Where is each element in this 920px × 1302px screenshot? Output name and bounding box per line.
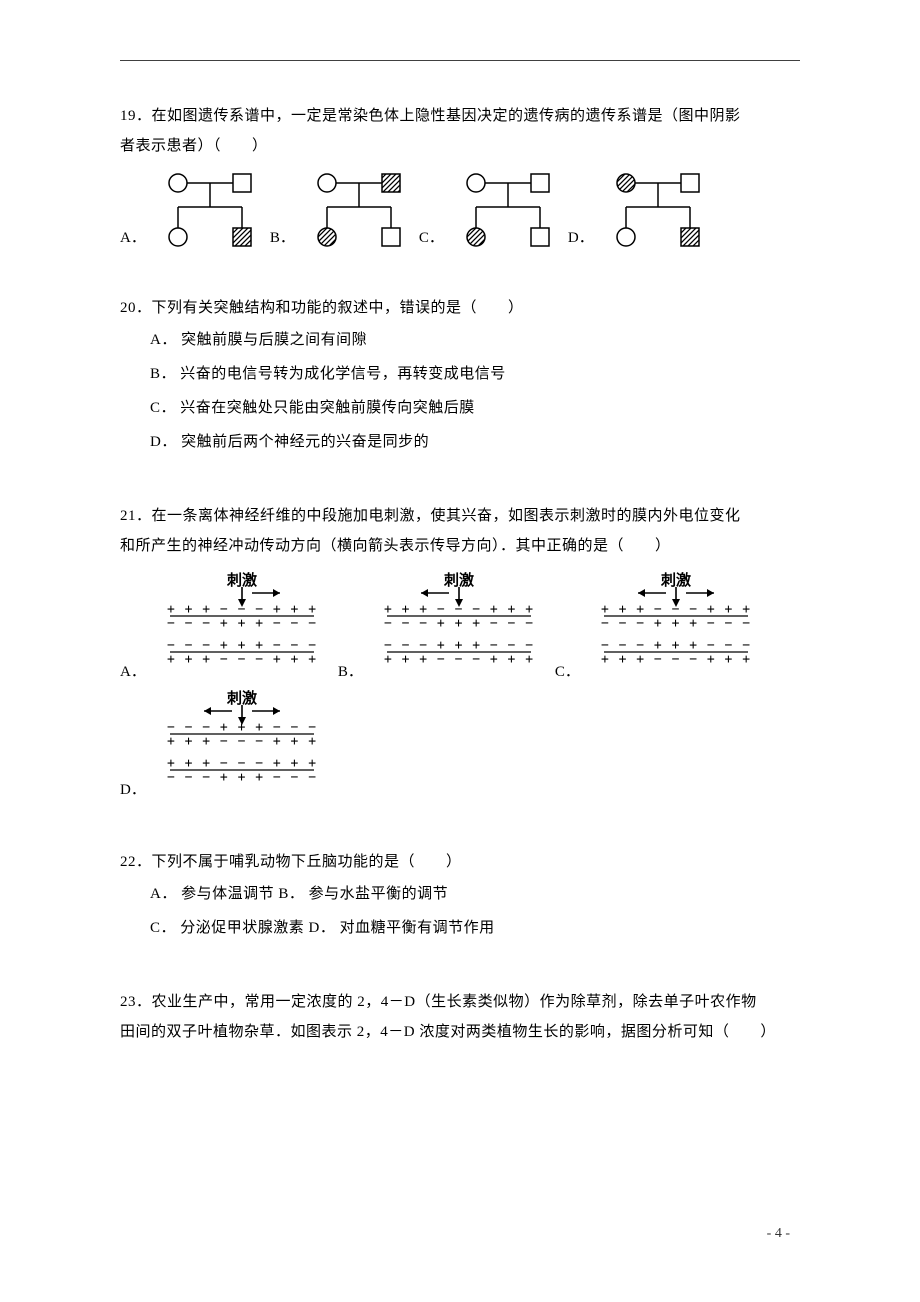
svg-text:+ + + − − − + + +: + + + − − − + + + bbox=[384, 602, 534, 617]
option-label: B． bbox=[270, 226, 295, 251]
svg-text:− − − + + + − − −: − − − + + + − − − bbox=[167, 616, 317, 631]
svg-text:刺激: 刺激 bbox=[227, 571, 258, 589]
svg-text:刺激: 刺激 bbox=[444, 571, 475, 589]
option-label: B． bbox=[338, 660, 363, 687]
q22-opts-line2: C． 分泌促甲状腺激素 D． 对血糖平衡有调节作用 bbox=[120, 911, 800, 945]
svg-text:− − − + + + − − −: − − − + + + − − − bbox=[601, 638, 751, 653]
q21-line1: 21．在一条离体神经纤维的中段施加电刺激，使其兴奋，如图表示刺激时的膜内外电位变… bbox=[120, 501, 800, 531]
question-23: 23．农业生产中，常用一定浓度的 2，4－D（生长素类似物）作为除草剂，除去单子… bbox=[120, 987, 800, 1047]
q21-line2: 和所产生的神经冲动传动方向（横向箭头表示传导方向）．其中正确的是（ ） bbox=[120, 531, 800, 561]
option-label: A． bbox=[120, 226, 146, 251]
q21-option: A． 刺激 + + + − − − + + + − − − + + + − − … bbox=[120, 569, 332, 687]
q23-line2: 田间的双子叶植物杂草．如图表示 2，4－D 浓度对两类植物生长的影响，据图分析可… bbox=[120, 1017, 800, 1047]
pedigree-diagram bbox=[152, 169, 268, 251]
svg-text:− − − + + + − − −: − − − + + + − − − bbox=[167, 638, 317, 653]
svg-text:刺激: 刺激 bbox=[661, 571, 692, 589]
svg-text:− − − + + + − − −: − − − + + + − − − bbox=[167, 720, 317, 735]
q19-option: B． bbox=[270, 169, 417, 251]
option-label: D． bbox=[568, 226, 594, 251]
q23-line1: 23．农业生产中，常用一定浓度的 2，4－D（生长素类似物）作为除草剂，除去单子… bbox=[120, 987, 800, 1017]
svg-text:− − − + + + − − −: − − − + + + − − − bbox=[601, 616, 751, 631]
option-label: C． bbox=[419, 226, 444, 251]
page-content: 19．在如图遗传系谱中，一定是常染色体上隐性基因决定的遗传病的遗传系谱是（图中阴… bbox=[120, 60, 800, 1089]
q19-line1: 19．在如图遗传系谱中，一定是常染色体上隐性基因决定的遗传病的遗传系谱是（图中阴… bbox=[120, 101, 800, 131]
stimulus-diagram: 刺激 + + + − − − + + + − − − + + + − − − −… bbox=[152, 569, 332, 687]
q20-optB: B． 兴奋的电信号转为成化学信号，再转变成电信号 bbox=[120, 357, 800, 391]
pedigree-diagram bbox=[450, 169, 566, 251]
q20-optC: C． 兴奋在突触处只能由突触前膜传向突触后膜 bbox=[120, 391, 800, 425]
svg-text:− − − + + + − − −: − − − + + + − − − bbox=[167, 770, 317, 785]
svg-text:+ + + − − − + + +: + + + − − − + + + bbox=[601, 602, 751, 617]
svg-text:刺激: 刺激 bbox=[227, 689, 258, 707]
svg-text:+ + + − − − + + +: + + + − − − + + + bbox=[167, 756, 317, 771]
q20-stem: 20．下列有关突触结构和功能的叙述中，错误的是（ ） bbox=[120, 293, 800, 323]
q20-optA: A． 突触前膜与后膜之间有间隙 bbox=[120, 323, 800, 357]
q19-option: D． bbox=[568, 169, 716, 251]
svg-text:+ + + − − − + + +: + + + − − − + + + bbox=[167, 734, 317, 749]
header-rule bbox=[120, 60, 800, 61]
q19-options-row: A． B． C． bbox=[120, 169, 800, 251]
pedigree-diagram bbox=[301, 169, 417, 251]
svg-text:− − − + + + − − −: − − − + + + − − − bbox=[384, 638, 534, 653]
svg-text:− − − + + + − − −: − − − + + + − − − bbox=[384, 616, 534, 631]
stimulus-diagram: 刺激 + + + − − − + + + − − − + + + − − − −… bbox=[586, 569, 766, 687]
q22-opts-line1: A． 参与体温调节 B． 参与水盐平衡的调节 bbox=[120, 877, 800, 911]
svg-text:+ + + − − − + + +: + + + − − − + + + bbox=[167, 652, 317, 667]
option-label: C． bbox=[555, 660, 580, 687]
q19-option: A． bbox=[120, 169, 268, 251]
question-20: 20．下列有关突触结构和功能的叙述中，错误的是（ ） A． 突触前膜与后膜之间有… bbox=[120, 293, 800, 459]
question-19: 19．在如图遗传系谱中，一定是常染色体上隐性基因决定的遗传病的遗传系谱是（图中阴… bbox=[120, 101, 800, 251]
q21-option: D． 刺激 − − − + + + − − − + + + − − − + + … bbox=[120, 687, 332, 805]
q22-stem: 22．下列不属于哺乳动物下丘脑功能的是（ ） bbox=[120, 847, 800, 877]
q19-line2: 者表示患者）（ ） bbox=[120, 131, 800, 161]
svg-text:+ + + − − − + + +: + + + − − − + + + bbox=[384, 652, 534, 667]
stimulus-diagram: 刺激 + + + − − − + + + − − − + + + − − − −… bbox=[369, 569, 549, 687]
q21-options-row: A． 刺激 + + + − − − + + + − − − + + + − − … bbox=[120, 569, 800, 805]
q20-optD: D． 突触前后两个神经元的兴奋是同步的 bbox=[120, 425, 800, 459]
svg-text:+ + + − − − + + +: + + + − − − + + + bbox=[167, 602, 317, 617]
question-22: 22．下列不属于哺乳动物下丘脑功能的是（ ） A． 参与体温调节 B． 参与水盐… bbox=[120, 847, 800, 945]
option-label: A． bbox=[120, 660, 146, 687]
q21-option: C． 刺激 + + + − − − + + + − − − + + + − − … bbox=[555, 569, 766, 687]
q19-option: C． bbox=[419, 169, 566, 251]
question-21: 21．在一条离体神经纤维的中段施加电刺激，使其兴奋，如图表示刺激时的膜内外电位变… bbox=[120, 501, 800, 805]
stimulus-diagram: 刺激 − − − + + + − − − + + + − − − + + + +… bbox=[152, 687, 332, 805]
svg-text:+ + + − − − + + +: + + + − − − + + + bbox=[601, 652, 751, 667]
pedigree-diagram bbox=[600, 169, 716, 251]
option-label: D． bbox=[120, 778, 146, 805]
page-number: - 4 - bbox=[767, 1226, 790, 1242]
q21-option: B． 刺激 + + + − − − + + + − − − + + + − − … bbox=[338, 569, 549, 687]
